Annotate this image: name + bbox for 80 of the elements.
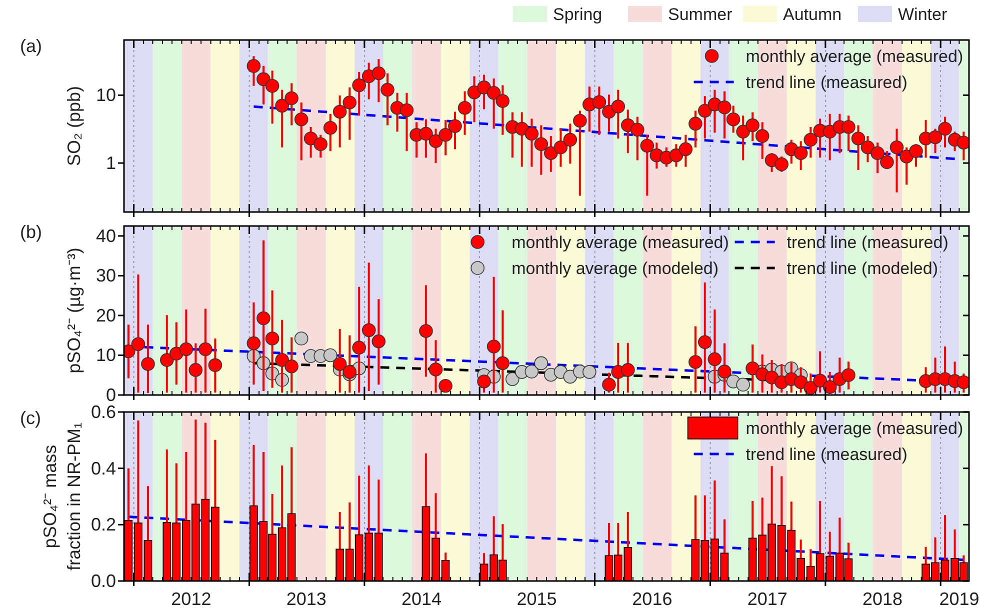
point (842, 368, 856, 382)
legend-label: trend line (modeled) (786, 259, 938, 278)
point (698, 335, 712, 350)
legend-label: Winter (898, 5, 948, 24)
point (621, 363, 635, 377)
y-tick-label: 10 (96, 345, 116, 366)
point (428, 362, 443, 376)
point (372, 334, 386, 348)
chart-title: (c) (20, 408, 41, 428)
point (323, 348, 338, 362)
legend-label: Spring (553, 5, 602, 24)
point (275, 353, 289, 367)
y-tick-label: 1 (106, 153, 116, 174)
point (265, 332, 280, 346)
point (486, 340, 501, 354)
x-tick-label: 2012 (171, 589, 212, 609)
legend-label: Summer (668, 5, 733, 24)
point (708, 352, 722, 366)
chart-title: (a) (20, 36, 42, 56)
point (736, 378, 750, 392)
point (294, 332, 308, 346)
y-tick-label: 10 (96, 85, 116, 106)
chart-title: (b) (20, 222, 42, 242)
point (419, 324, 433, 338)
point (208, 358, 222, 372)
point (141, 357, 155, 371)
point (284, 359, 298, 374)
point (477, 374, 491, 388)
y-tick-label: 20 (96, 305, 116, 326)
point (179, 342, 194, 356)
x-tick-label: 2015 (516, 589, 557, 609)
x-tick-label: 2017 (747, 589, 788, 609)
point (188, 363, 203, 377)
y-axis-title: SO₂ (ppb) (64, 86, 84, 166)
y-tick-label: 0.6 (90, 402, 116, 422)
legend-label: monthly average (measured) (746, 47, 964, 66)
point (362, 323, 376, 338)
point (256, 311, 270, 326)
point (524, 364, 539, 378)
y-tick-label: 30 (96, 266, 116, 286)
point (332, 357, 347, 371)
y-axis-title: pSO₄²⁻ (µg·m⁻³) (64, 248, 84, 374)
x-tick-label: 2019 (939, 589, 980, 609)
legend-label: trend line (measured) (746, 445, 908, 464)
x-tick-label: 2018 (862, 589, 903, 609)
y-tick-label: 0 (106, 385, 116, 405)
point (813, 374, 827, 388)
point (804, 380, 818, 395)
point (534, 356, 548, 370)
point (342, 365, 357, 379)
point (352, 340, 366, 355)
point (246, 336, 261, 350)
point (794, 375, 808, 390)
y-axis-title: pSO₄²⁻ mass fraction in NR-PM₁ (40, 422, 84, 571)
legend-label: monthly average (measured) (746, 419, 964, 438)
point (602, 378, 616, 392)
x-tick-label: 2013 (286, 589, 326, 609)
point (438, 378, 452, 393)
legend-label: Autumn (783, 5, 842, 24)
legend-label: monthly average (measured) (512, 233, 729, 252)
point (563, 370, 578, 384)
legend-label: monthly average (modeled) (512, 259, 719, 278)
legend-label: trend line (measured) (746, 73, 908, 92)
point (746, 361, 760, 376)
x-tick-label: 2014 (402, 589, 442, 609)
legend-label: trend line (measured) (786, 233, 948, 252)
point (160, 353, 174, 367)
point (198, 342, 212, 356)
y-tick-label: 0.2 (90, 514, 116, 535)
y-tick-label: 0.4 (90, 458, 116, 478)
y-tick-label: 0.0 (90, 571, 116, 591)
point (582, 365, 596, 379)
point (506, 372, 520, 386)
point (131, 337, 146, 351)
point (822, 380, 837, 394)
point (496, 356, 510, 370)
point (718, 364, 732, 378)
x-tick-label: 2016 (632, 589, 672, 609)
point (688, 355, 702, 369)
y-tick-label: 40 (96, 226, 116, 246)
